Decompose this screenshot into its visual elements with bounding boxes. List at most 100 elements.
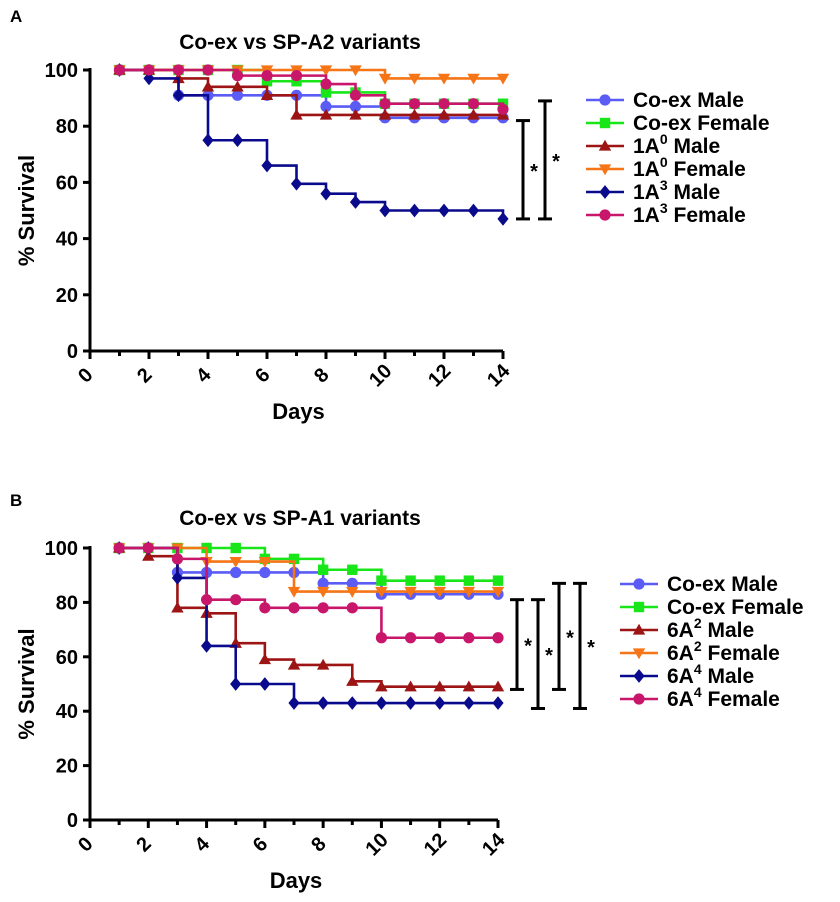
panel-b-data-point [405,575,416,586]
panel-b-legend-marker [632,623,646,635]
panel-b-data-point [142,549,155,561]
panel-a-legend-label: 1A0 Female [633,154,746,181]
panel-b-legend-label: 6A2 Female [667,638,780,665]
panel-a-x-axis-label: Days [272,399,325,424]
panel-a-data-point [378,108,392,120]
panel-a-data-point [496,73,510,85]
panel-b-data-point [171,571,184,585]
panel-b-data-point [347,564,358,575]
panel-b-y-tick-label: 40 [56,701,78,723]
panel-a-data-point [408,203,421,218]
panel-b-data-point [492,632,504,644]
panel-a-data-point [261,158,273,173]
panel-b-data-point [288,553,300,565]
panel-a-legend-marker [599,117,611,129]
panel-b-legend-item: Co-ex Male [620,573,778,596]
panel-a-data-point [497,103,509,115]
panel-b-y-tick-label: 0 [67,810,78,832]
panel-a-data-point [349,65,362,77]
panel-b-legend-marker [632,648,646,660]
panel-b-data-point [434,696,446,710]
panel-a-data-point [291,76,302,87]
panel-b-x-tick-label: 4 [191,832,215,856]
panel-b-data-point [259,566,271,579]
panel-a-legend-item: Co-ex Male [586,89,744,112]
panel-b-legend-label: 6A2 Male [667,615,754,642]
panel-a-y-tick-label: 40 [56,229,78,251]
panel-b-data-point [463,696,475,710]
panel-a-y-axis-label: % Survival [14,155,39,266]
panel-b-significance-star: * [566,627,574,649]
panel-b-x-tick-label: 8 [307,833,330,856]
panel-b-data-point [346,586,359,598]
panel-a-data-point [320,186,332,201]
panel-a-data-point [378,73,392,85]
panel-a-title: Co-ex vs SP-A2 variants [179,31,421,54]
panel-b-significance-star: * [524,636,532,658]
panel-b-significance-star: * [545,645,553,667]
panel-a-x-tick-label: 0 [74,364,97,387]
panel-a-x-tick-label: 4 [192,363,216,387]
panel-b-data-point [492,575,504,586]
panel-a-data-point [201,80,215,92]
panel-b-data-point [258,556,272,568]
panel-b-series [113,542,504,644]
panel-b-data-point [200,639,213,653]
panel-b-data-point [434,575,445,586]
panel-b-y-tick-label: 80 [56,592,78,614]
panel-a-legend-item: 1A0 Female [586,154,746,181]
panel-a-series [113,64,509,115]
panel-b-data-point [404,632,417,644]
panel-b-data-point [316,658,330,670]
panel-b-data-point [404,680,417,692]
panel-a-data-point [467,98,480,110]
panel-a-data-point [408,73,421,85]
panel-b-data-point [316,586,330,598]
panel-b-significance-bracket: * [573,581,595,710]
panel-a-x-tick-label: 14 [483,359,515,391]
panel-b-y-tick-label: 100 [45,538,78,560]
panel-b-data-point [375,680,388,692]
panel-b-data-point [230,677,242,691]
panel-b-data-point [171,553,184,565]
panel-b-data-point [404,586,417,598]
panel-b-series [112,543,505,598]
panel-b-x-tick-label: 0 [74,833,97,856]
panel-b-data-point [230,594,242,606]
panel-a-data-point [320,100,332,113]
panel-a-data-point [231,89,244,101]
panel-b-y-tick-label: 20 [56,756,78,778]
panel-a-data-point [319,65,333,77]
panel-b-data-point [433,680,446,692]
panel-a-x-tick-label: 8 [310,364,333,387]
panel-a-data-point [231,133,244,148]
panel-b-x-tick-label: 12 [420,829,451,860]
panel-b-legend-item: 6A2 Female [620,638,780,665]
panel-a-legend-item: 1A3 Female [586,200,746,227]
panel-a-data-point [438,203,450,218]
panel-b-data-point [376,575,387,586]
panel-a-data-point [467,108,480,120]
panel-a-data-point [379,203,391,218]
panel-b-legend-label: 6A4 Male [667,661,754,688]
panel-b-data-point [375,632,388,644]
panel-b-legend-item: 6A4 Female [620,684,780,711]
panel-b-data-point [259,677,271,691]
panel-b-data-point [346,577,358,589]
panel-b-data-point [346,696,358,710]
panel-a-data-point [202,133,214,148]
panel-b-data-point [462,586,476,598]
panel-b-data-point [491,680,505,692]
panel-b-data-point [259,602,271,614]
panel-b-legend-marker [633,669,645,683]
panel-b-significance-star: * [587,637,595,659]
panel-a-data-point [467,73,480,85]
panel-a-data-point [143,71,155,86]
panel-b-data-point [346,602,358,614]
panel-b-data-point [463,632,475,644]
panel-b-x-tick-label: 6 [249,833,272,856]
panel-a-y-tick-label: 60 [56,172,78,194]
panel-b-data-point [317,564,329,575]
panel-a-data-point [349,89,362,101]
panel-a-data-point [143,64,155,76]
